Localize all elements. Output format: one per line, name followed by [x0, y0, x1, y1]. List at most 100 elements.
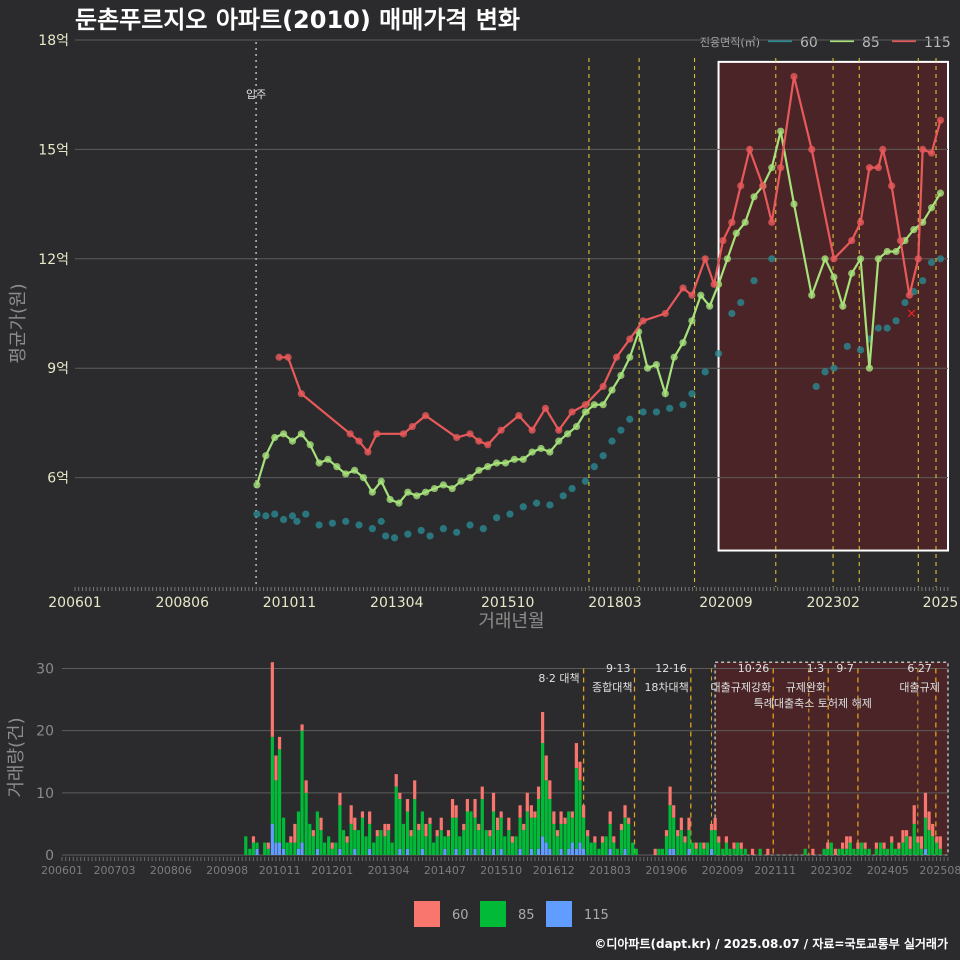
volume-bar: [548, 848, 552, 855]
series-85: [253, 127, 945, 507]
y-axis-title: 평균가(원): [8, 283, 29, 363]
volume-bar: [499, 817, 503, 849]
volume-bar: [394, 786, 398, 855]
volume-bar: [724, 842, 728, 855]
volume-bar: [443, 848, 447, 855]
volume-bar: [593, 842, 597, 855]
data-point: [714, 350, 723, 358]
data-point: [484, 463, 492, 471]
volume-bar: [488, 830, 492, 837]
data-point: [271, 510, 279, 518]
data-point: [413, 492, 421, 500]
data-point: [395, 499, 403, 507]
movein-label: 입주: [246, 88, 266, 101]
volume-bar: [428, 823, 432, 855]
data-point: [572, 422, 581, 431]
volume-bar: [822, 848, 826, 855]
data-point: [883, 247, 891, 256]
volume-bar: [529, 817, 533, 849]
volume-bar: [627, 817, 631, 824]
volume-bar: [631, 842, 635, 855]
volume-highlight-box: [714, 661, 949, 856]
data-point: [927, 149, 936, 157]
data-point: [848, 269, 856, 277]
data-point: [617, 426, 625, 434]
volume-bar: [544, 755, 548, 781]
data-point: [510, 455, 518, 463]
x-tick-label: 201201: [311, 864, 353, 877]
volume-bar: [683, 836, 687, 843]
data-point: [448, 484, 456, 493]
volume-bar: [886, 848, 890, 855]
volume-bar: [897, 842, 901, 849]
volume-bar: [931, 836, 935, 855]
data-point: [519, 455, 527, 463]
data-point: [746, 145, 754, 153]
volume-bar: [615, 848, 619, 855]
volume-bar: [882, 848, 886, 855]
volume-bar: [589, 842, 593, 855]
volume-bar: [458, 836, 462, 855]
x-tick-label: 201803: [588, 595, 641, 611]
x-tick-label: 201304: [370, 595, 424, 611]
volume-bar: [499, 811, 503, 818]
data-point: [377, 477, 385, 485]
volume-bar: [491, 848, 496, 855]
volume-bar: [604, 836, 608, 855]
volume-bar: [597, 848, 601, 855]
volume-bar: [450, 799, 455, 818]
volume-bar: [274, 842, 278, 855]
volume-bar: [536, 799, 541, 849]
volume-bar: [574, 743, 578, 768]
volume-bar: [296, 848, 301, 855]
volume-bar: [841, 842, 845, 849]
data-point: [515, 412, 523, 420]
data-point: [457, 477, 465, 485]
volume-bar: [856, 842, 860, 849]
data-point: [501, 459, 510, 467]
volume-bar: [277, 842, 282, 855]
volume-bar: [623, 817, 627, 849]
data-point: [568, 408, 576, 416]
data-point: [848, 236, 856, 245]
data-point: [777, 127, 785, 135]
data-point: [581, 401, 589, 409]
data-point: [386, 495, 394, 504]
volume-bar: [863, 842, 867, 849]
legend-label-60: 60: [800, 35, 818, 51]
data-point: [879, 145, 887, 153]
volume-bar: [353, 817, 357, 831]
y-tick-label: 15억: [38, 142, 69, 158]
volume-bar: [293, 842, 297, 855]
data-point: [430, 484, 439, 493]
volume-bar: [555, 830, 560, 837]
data-point: [892, 247, 900, 256]
volume-bar: [469, 811, 473, 855]
volume-bar: [507, 817, 511, 831]
volume-bar: [473, 848, 477, 855]
data-point: [874, 255, 882, 263]
volume-bar: [559, 811, 563, 824]
volume-bar: [916, 842, 920, 855]
volume-bar: [687, 817, 691, 831]
data-point: [408, 422, 416, 431]
policy-sublabel: 종합대책: [592, 681, 632, 694]
volume-bar: [308, 823, 312, 855]
volume-bar: [574, 767, 578, 849]
data-point: [306, 441, 314, 449]
volume-bar: [439, 817, 443, 831]
volume-bar: [420, 848, 424, 855]
data-point: [439, 481, 447, 489]
volume-bar: [473, 799, 477, 818]
data-point: [253, 481, 261, 489]
volume-bar: [424, 836, 428, 855]
volume-bar: [413, 799, 417, 855]
volume-bar: [383, 823, 387, 837]
volume-bar: [552, 823, 556, 855]
data-point: [723, 255, 732, 263]
volume-bar: [409, 830, 413, 837]
volume-bar: [398, 848, 402, 855]
volume-bar: [255, 848, 259, 855]
data-point: [914, 255, 922, 263]
data-point: [559, 492, 567, 500]
